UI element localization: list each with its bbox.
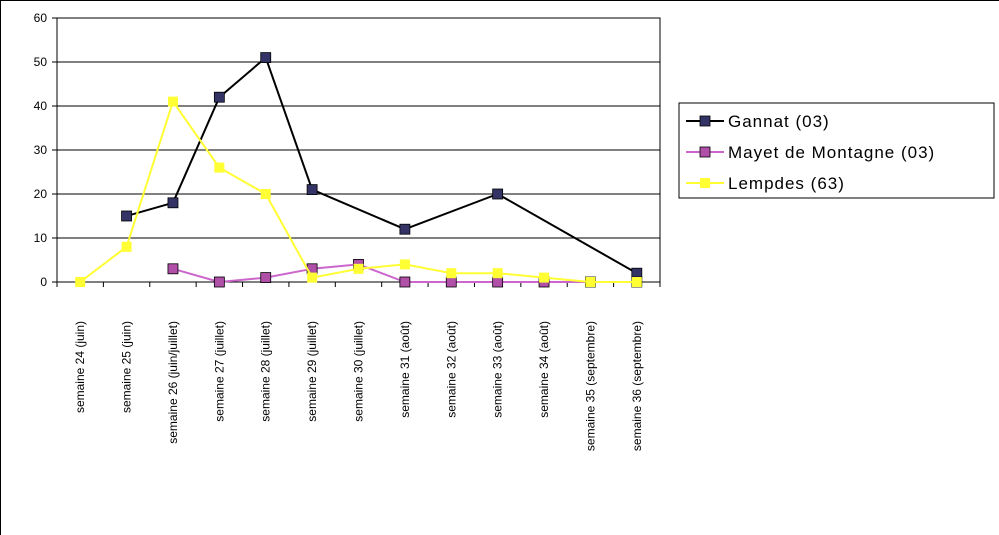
data-point-marker xyxy=(214,162,225,173)
series-line-segment xyxy=(311,267,359,279)
x-tick-label: semaine 25 (juin) xyxy=(120,321,134,413)
y-tick-label: 20 xyxy=(34,187,48,201)
data-point-marker xyxy=(445,276,457,288)
series-line-segment xyxy=(404,263,452,275)
legend-entry-label: Gannat (03) xyxy=(728,112,830,131)
x-tick-label: semaine 35 (septembre) xyxy=(583,321,597,451)
series-line-segment xyxy=(219,276,266,283)
series-line-segment xyxy=(497,272,545,279)
y-tick-label: 60 xyxy=(34,11,48,25)
x-tick-label: semaine 26 (juin/juillet) xyxy=(166,321,180,444)
data-point-marker xyxy=(585,277,596,287)
legend-marker-sample xyxy=(699,146,711,158)
series-3 xyxy=(75,96,642,287)
data-point-marker xyxy=(353,263,364,274)
plot-area: 0 10 20 30 40 50 60 semaine 24 (juin) semaine 25… xyxy=(34,11,661,451)
y-tick-label: 50 xyxy=(34,55,48,69)
series-line-segment xyxy=(358,263,405,270)
x-tick-label: semaine 27 (juillet) xyxy=(212,321,226,422)
series-line-segment xyxy=(79,246,128,283)
data-point-marker xyxy=(260,189,271,199)
x-tick-label: semaine 31 (août) xyxy=(398,321,412,418)
series-line-segment xyxy=(264,193,313,279)
data-point-marker xyxy=(307,272,318,283)
data-point-marker xyxy=(121,210,132,222)
data-point-marker xyxy=(399,276,411,288)
data-point-marker xyxy=(167,263,179,275)
series-line-segment xyxy=(497,193,638,275)
series-line-segment xyxy=(218,166,267,195)
y-tick-label: 40 xyxy=(34,99,48,113)
legend-entry-label: Mayet de Montagne (03) xyxy=(728,143,935,162)
data-point-marker xyxy=(306,184,318,196)
data-point-marker xyxy=(399,259,410,270)
data-point-marker xyxy=(399,223,411,235)
legend: Gannat (03) Mayet de Montagne (03) Lempdes… xyxy=(678,102,995,199)
x-tick-label: semaine 30 (juillet) xyxy=(352,321,366,422)
legend-entry-label: Lempdes (63) xyxy=(728,174,845,193)
data-point-marker xyxy=(492,268,503,279)
y-tick-label: 0 xyxy=(40,275,47,289)
x-tick-label: semaine 34 (août) xyxy=(537,321,551,418)
data-point-marker xyxy=(121,241,132,252)
x-tick-label: semaine 33 (août) xyxy=(491,321,505,418)
series-line-segment xyxy=(125,101,174,248)
data-point-marker xyxy=(260,52,272,63)
series-line-segment xyxy=(264,57,314,190)
series-line-segment xyxy=(311,188,406,231)
data-point-marker xyxy=(492,188,504,200)
data-point-marker xyxy=(631,277,642,287)
series-line-segment xyxy=(312,263,359,270)
data-point-marker xyxy=(167,96,178,107)
series-line-segment xyxy=(265,267,313,279)
data-point-marker xyxy=(167,197,179,209)
series-line-segment xyxy=(218,56,267,98)
x-tick-label: semaine 29 (juillet) xyxy=(305,321,319,422)
data-point-marker xyxy=(75,277,86,287)
data-point-marker xyxy=(492,276,504,288)
series-line-segment xyxy=(543,276,591,283)
data-point-marker xyxy=(213,91,225,103)
x-tick-label: semaine 36 (septembre) xyxy=(630,321,644,451)
series-line-segment xyxy=(172,101,221,169)
data-point-marker xyxy=(539,272,550,283)
x-tick-label: semaine 28 (juillet) xyxy=(259,321,273,422)
series-1 xyxy=(121,52,643,279)
series-line-segment xyxy=(172,267,220,283)
series-line-segment xyxy=(172,96,221,204)
x-tick-label: semaine 32 (août) xyxy=(444,321,458,418)
series-line-segment xyxy=(126,201,174,217)
y-tick-label: 30 xyxy=(34,143,48,157)
legend-marker-sample xyxy=(699,115,711,127)
x-tick-label: semaine 24 (juin) xyxy=(73,321,87,413)
legend-box xyxy=(678,102,995,199)
series-line-segment xyxy=(404,193,499,231)
data-point-marker xyxy=(260,272,272,284)
data-point-marker xyxy=(446,268,457,279)
legend-marker-sample xyxy=(700,178,710,188)
data-point-marker xyxy=(213,276,225,288)
y-tick-label: 10 xyxy=(34,231,48,245)
